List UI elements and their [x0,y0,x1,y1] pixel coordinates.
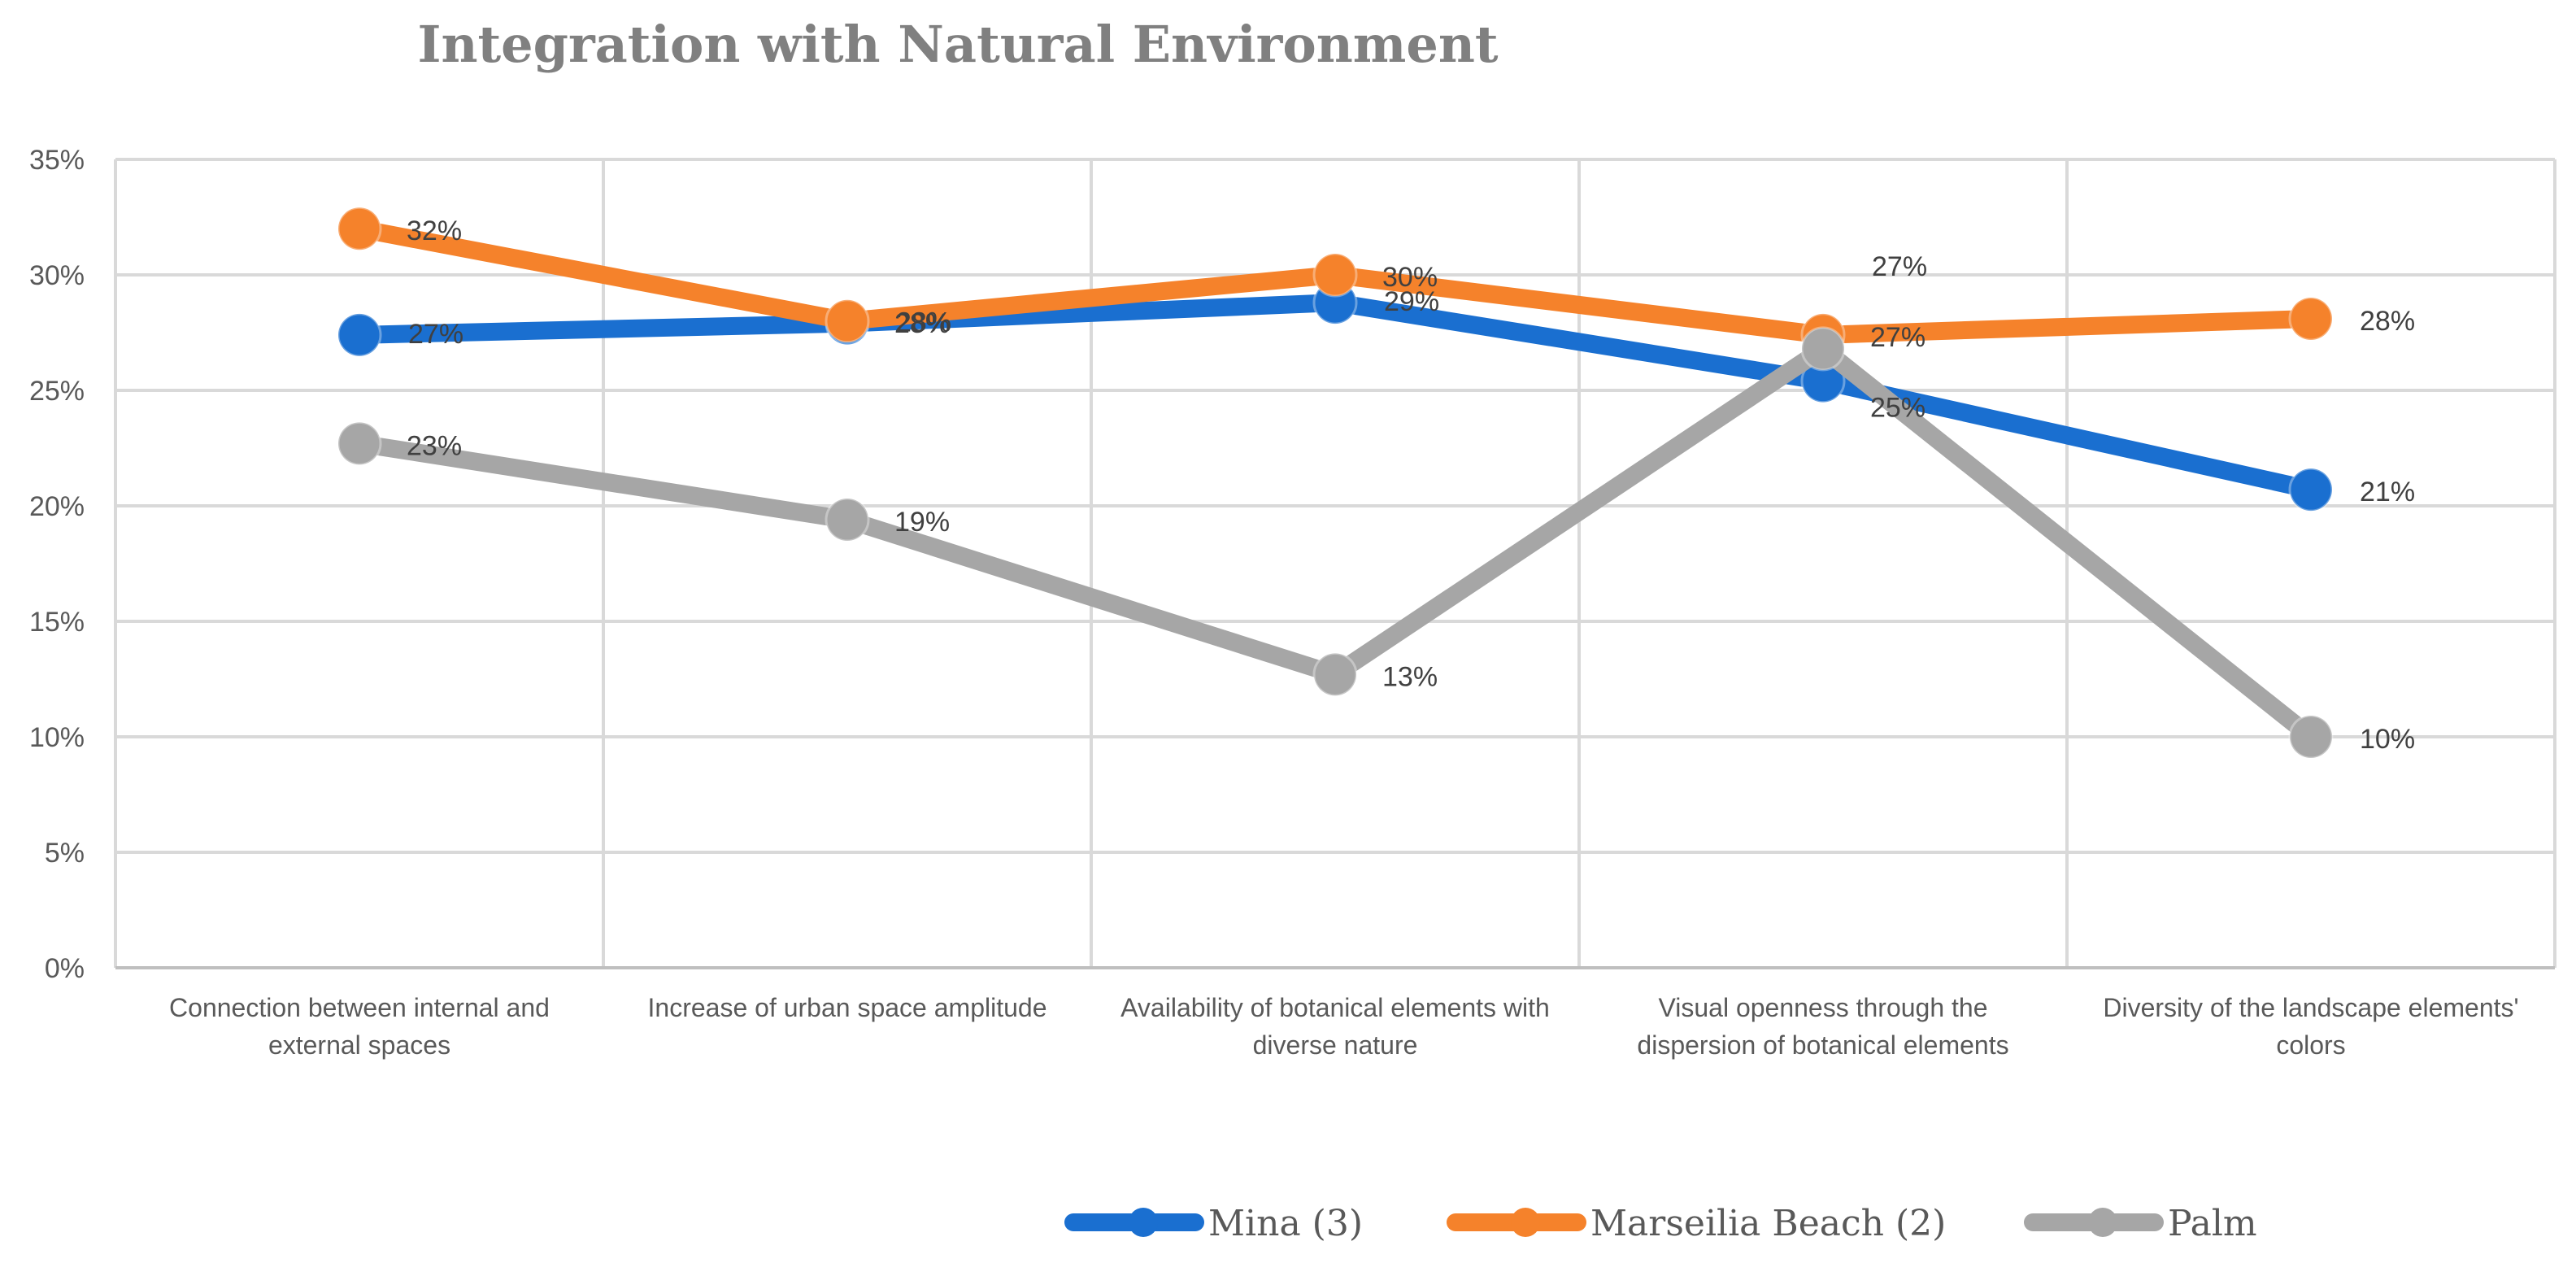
x-axis-ticks: Connection between internal and external … [169,993,2519,1060]
y-axis-ticks: 0% 5% 10% 15% 20% 25% 30% 35% [29,145,85,984]
data-point [1312,252,1358,298]
data-label: 29% [1384,286,1439,317]
data-label: 23% [407,430,462,461]
y-tick-label: 0% [45,953,85,984]
x-tick-label-line: Increase of urban space amplitude [648,993,1047,1022]
data-label: 25% [1870,393,1925,424]
x-tick-label-line: colors [2276,1030,2345,1060]
data-point [2288,467,2334,512]
data-label: 28% [896,307,951,338]
data-point [825,497,870,542]
x-tick-label-line: external spaces [268,1030,450,1060]
data-point [337,420,382,466]
data-label: 19% [894,507,950,538]
x-tick-label-line: diverse nature [1253,1030,1418,1060]
x-tick-label: Diversity of the landscape elements' colo… [2103,993,2518,1060]
data-label: 13% [1382,661,1438,692]
x-tick-label-line: Connection between internal and [169,993,550,1022]
legend: Mina (3) Marseilia Beach (2) Palm [1064,1203,2257,1244]
series-lines [337,206,2334,760]
data-point [337,206,382,251]
data-label: 30% [1382,262,1438,293]
x-tick-label: Availability of botanical elements with d… [1120,993,1550,1060]
x-tick-label-line: Availability of botanical elements with [1120,993,1550,1022]
data-label: 28% [894,308,950,339]
data-point [1312,651,1358,697]
data-point [2288,296,2334,342]
data-point [337,312,382,358]
x-tick-label-line: Visual openness through the [1658,993,1987,1022]
legend-label: Palm [2168,1203,2257,1244]
data-label: 27% [1870,322,1925,353]
legend-swatch-marker [1511,1208,1540,1237]
data-labels: 27% 28%29%25%21%32%28%30%27%28%23%19%13%2… [407,216,2415,755]
x-tick-label-line: Diversity of the landscape elements' [2103,993,2518,1022]
legend-label: Marseilia Beach (2) [1590,1203,1946,1244]
data-label: 28% [2360,306,2415,337]
x-tick-label: Visual openness through the dispersion of… [1637,993,2008,1060]
y-tick-label: 10% [29,722,85,753]
x-tick-label: Connection between internal and external … [169,993,550,1060]
legend-swatch-marker [1129,1208,1158,1237]
data-label: 21% [2360,477,2415,507]
legend-swatch-marker [2088,1208,2117,1237]
y-tick-label: 20% [29,491,85,522]
data-label: 10% [2360,724,2415,755]
y-tick-label: 35% [29,145,85,176]
legend-label: Mina (3) [1208,1203,1363,1244]
y-tick-label: 15% [29,607,85,638]
data-point [825,298,870,344]
data-label: 27% [1872,251,1927,282]
chart-title: Integration with Natural Environment [417,15,1498,74]
x-tick-label-line: dispersion of botanical elements [1637,1030,2008,1060]
x-tick-label: Increase of urban space amplitude [648,993,1047,1022]
data-point [1800,326,1846,372]
data-point [2288,714,2334,760]
y-tick-label: 30% [29,260,85,291]
y-tick-label: 25% [29,376,85,407]
y-tick-label: 5% [45,838,85,869]
data-label: 27% [408,319,463,350]
data-label: 32% [407,216,462,246]
